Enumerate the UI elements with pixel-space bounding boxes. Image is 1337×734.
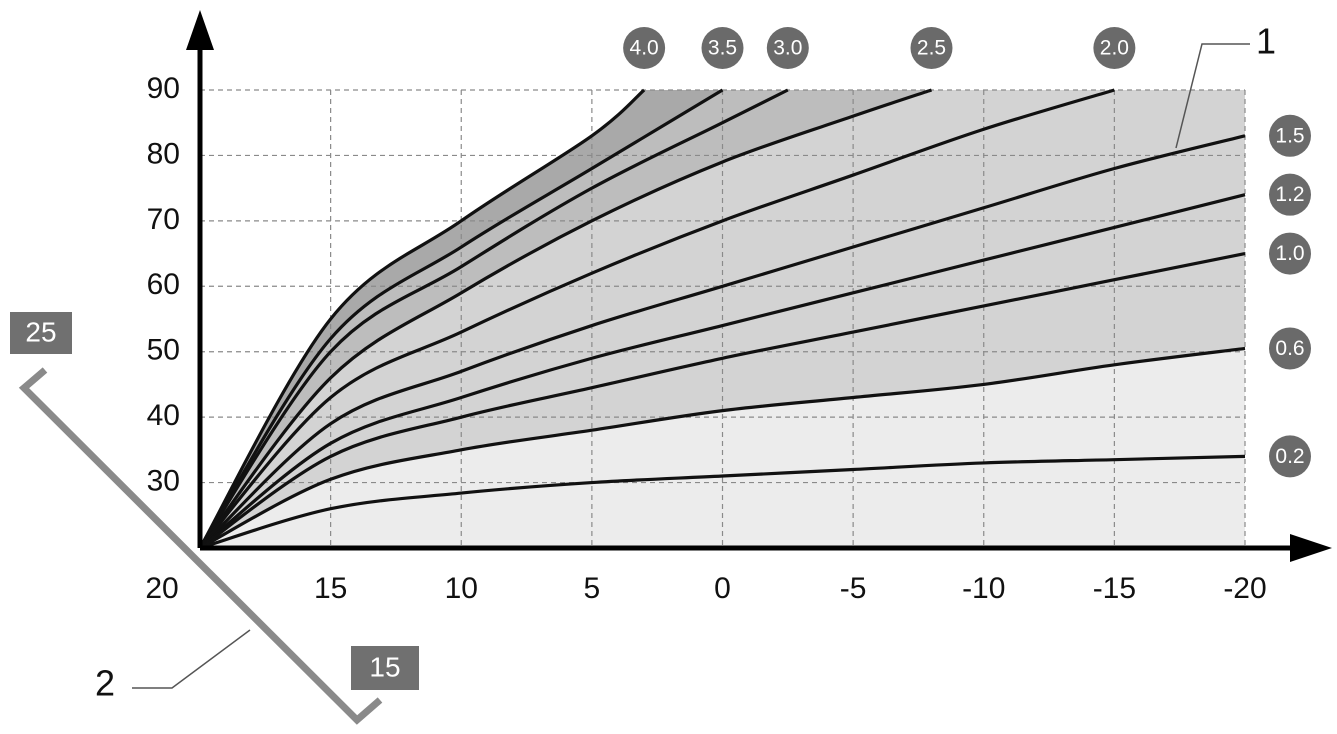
curve-label: 2.0 (1100, 37, 1129, 60)
curve (198, 193, 1246, 550)
x-tick-label: 5 (584, 572, 601, 605)
curve (198, 88, 724, 549)
curve-label: 1.2 (1275, 183, 1304, 206)
curve-badge (1269, 173, 1311, 216)
curve-label: 4.0 (630, 37, 659, 60)
curves (198, 88, 1246, 550)
leader-line (132, 629, 251, 689)
y-tick-label: 50 (147, 334, 180, 367)
curves-marker: 1 (1256, 21, 1276, 62)
curve-badge (1269, 327, 1311, 370)
y-tick-label: 70 (147, 203, 180, 236)
y-tick-label: 60 (147, 268, 180, 301)
room-high: 25 (25, 316, 56, 347)
curve-badge (1269, 435, 1311, 478)
curve-label: 1.5 (1275, 124, 1304, 147)
room-marker: 2 (95, 663, 115, 704)
y-arrow (186, 10, 214, 50)
room-low: 15 (369, 651, 400, 682)
x-tick-label: -10 (962, 572, 1005, 605)
curve-badge (701, 27, 744, 69)
room-bracket (18, 367, 383, 725)
curve-label: 0.6 (1275, 337, 1304, 360)
leader-line (1175, 43, 1250, 149)
curve-label: 3.0 (773, 37, 802, 60)
curve (199, 346, 1246, 550)
x-tick-label: 0 (714, 572, 731, 605)
curve-label: 0.2 (1275, 445, 1304, 468)
curve-badge (1269, 232, 1311, 275)
y-tick-label: 80 (147, 137, 180, 170)
x-tick-label: -15 (1093, 572, 1136, 605)
curve-badge (1093, 27, 1136, 69)
curve (198, 88, 933, 549)
x-arrow (1290, 534, 1332, 562)
y-tick-label: 90 (147, 72, 180, 105)
curve-label: 1.0 (1275, 242, 1304, 265)
curve (198, 134, 1246, 550)
x-tick-label: 10 (445, 572, 478, 605)
curve-label: 2.5 (917, 37, 946, 60)
x-tick-label: 15 (314, 572, 347, 605)
x-tick-label: 20 (145, 572, 178, 605)
curve (199, 454, 1246, 550)
curve (198, 88, 646, 549)
curve-label: 3.5 (708, 37, 737, 60)
room-high-box (10, 312, 72, 354)
curve-badge (766, 27, 809, 69)
x-tick-label: -5 (840, 572, 867, 605)
x-tick-label: -20 (1223, 572, 1266, 605)
y-tick-label: 40 (147, 399, 180, 432)
curve-badge (623, 27, 666, 69)
room-low-box (351, 646, 419, 690)
curve-badge (1269, 114, 1311, 157)
curve (198, 88, 1115, 550)
curve (199, 252, 1246, 550)
curve-badge (910, 27, 953, 69)
y-tick-label: 30 (147, 464, 180, 497)
curve (198, 88, 789, 549)
